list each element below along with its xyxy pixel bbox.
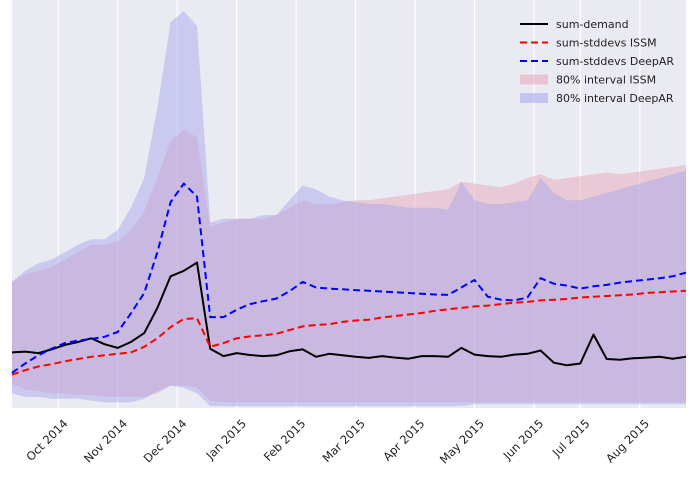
legend-item-0: sum-demand	[520, 18, 629, 31]
x-tick-label-2: Dec 2014	[141, 416, 190, 465]
legend-label-4: 80% interval DeepAR	[556, 92, 674, 105]
x-tick-label-5: Mar 2015	[319, 416, 368, 465]
x-tick-label-0: Oct 2014	[23, 416, 70, 463]
legend-label-2: sum-stddevs DeepAR	[556, 55, 674, 68]
x-tick-label-9: Jul 2015	[549, 416, 593, 460]
interval-bands	[12, 11, 686, 407]
series-line-2	[11, 182, 687, 374]
interval-band-1	[12, 11, 686, 407]
legend-swatch-3	[520, 74, 548, 85]
legend-swatch-4	[520, 93, 548, 103]
legend-label-1: sum-stddevs ISSM	[556, 37, 657, 50]
x-tick-label-10: Aug 2015	[603, 416, 652, 465]
legend-item-1: sum-stddevs ISSM	[520, 37, 657, 50]
x-tick-label-8: Jun 2015	[500, 416, 547, 463]
legend-item-4: 80% interval DeepAR	[520, 92, 674, 105]
series-line-0	[11, 261, 687, 367]
x-tick-label-3: Jan 2015	[203, 416, 249, 462]
legend-item-2: sum-stddevs DeepAR	[520, 55, 674, 68]
series-line-1	[11, 289, 687, 376]
x-tick-label-6: Apr 2015	[380, 416, 427, 463]
legend-label-3: 80% interval ISSM	[556, 74, 656, 87]
x-tick-label-1: Nov 2014	[81, 416, 130, 465]
x-tick-label-4: Feb 2015	[261, 416, 309, 464]
series-lines	[11, 182, 687, 376]
legend: sum-demand sum-stddevs ISSM sum-stddevs De…	[520, 18, 674, 105]
x-tick-labels: Oct 2014 Nov 2014 Dec 2014 Jan 2015 Feb 2015…	[23, 416, 652, 466]
legend-item-3: 80% interval ISSM	[520, 74, 656, 87]
x-tick-label-7: May 2015	[437, 416, 487, 466]
legend-label-0: sum-demand	[556, 18, 629, 31]
